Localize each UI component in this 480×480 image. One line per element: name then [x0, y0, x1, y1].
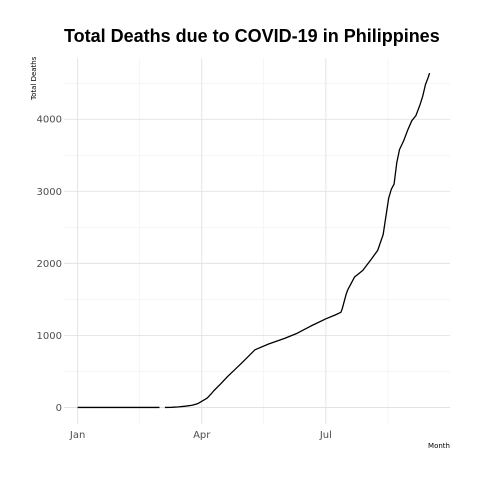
y-tick-label: 0: [56, 403, 62, 414]
series-line: [164, 72, 431, 409]
series-lines: [77, 72, 431, 409]
minor-gridlines: [64, 58, 450, 424]
y-tick-label: 2000: [37, 259, 62, 270]
chart-title: Total Deaths due to COVID-19 in Philippi…: [64, 26, 440, 46]
x-tick-label: Jul: [319, 430, 332, 441]
y-axis-title: Total Deaths: [30, 56, 38, 101]
major-gridlines: [64, 58, 450, 424]
y-tick-label: 4000: [37, 115, 62, 126]
y-tick-label: 1000: [37, 331, 62, 342]
x-tick-labels: Jan Apr Jul: [69, 430, 332, 441]
x-tick-label: Jan: [69, 430, 85, 441]
y-tick-labels: 0 1000 2000 3000 4000: [37, 115, 62, 414]
x-tick-label: Apr: [193, 430, 211, 441]
y-tick-label: 3000: [37, 187, 62, 198]
x-axis-title: Month: [428, 442, 450, 450]
